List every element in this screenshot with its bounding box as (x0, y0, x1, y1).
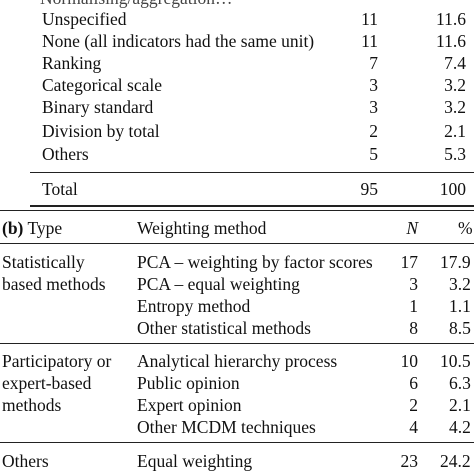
row-pct: 3.2 (444, 75, 466, 95)
method-pct: 2.1 (449, 395, 471, 415)
row-n: 3 (369, 97, 378, 117)
cut-off-header: Normalising/aggregation… (40, 0, 232, 9)
method-n: 1 (409, 296, 418, 316)
method-n: 23 (400, 451, 419, 471)
row-pct: 2.1 (444, 121, 466, 141)
table-b-header-pct: % (458, 218, 473, 238)
row-pct: 7.4 (444, 53, 466, 73)
row-pct: 11.6 (436, 9, 466, 29)
method-label: Public opinion (137, 373, 240, 393)
row-label: Division by total (42, 121, 160, 141)
method-label: Expert opinion (137, 395, 242, 415)
row-label: Unspecified (42, 9, 127, 29)
rule-header-top (0, 210, 474, 211)
row-label: Categorical scale (42, 75, 163, 95)
row-n: 11 (361, 9, 378, 29)
row-label: Binary standard (42, 97, 154, 117)
rule-section-break (30, 205, 474, 207)
method-pct: 1.1 (449, 296, 471, 316)
row-pct: 3.2 (444, 97, 466, 117)
row-label: Ranking (42, 53, 102, 73)
table-b-tag: (b) (2, 218, 24, 238)
row-n: 3 (369, 75, 378, 95)
row-n: 2 (369, 121, 378, 141)
method-label: Equal weighting (137, 451, 253, 471)
row-pct: 11.6 (436, 31, 466, 51)
method-label: Other MCDM techniques (137, 417, 316, 437)
table-b-header-type: (b) Type (2, 217, 62, 239)
method-n: 6 (409, 373, 418, 393)
group-type-line: Statistically (2, 252, 85, 272)
method-n: 4 (409, 417, 418, 437)
method-n: 10 (400, 351, 419, 371)
rule-header-bottom (0, 243, 474, 244)
method-n: 8 (409, 318, 418, 338)
total-label: Total (42, 179, 78, 199)
method-label: PCA – weighting by factor scores (137, 252, 373, 272)
method-pct: 4.2 (449, 417, 471, 437)
method-pct: 3.2 (449, 274, 471, 294)
row-label: Others (42, 144, 89, 164)
table-b-type-label: Type (27, 218, 63, 238)
total-pct: 100 (439, 179, 466, 199)
method-pct: 6.3 (449, 373, 471, 393)
group-type-line: Participatory or (2, 351, 112, 371)
table-b-header-n: N (406, 218, 418, 238)
group-type-line: methods (2, 395, 62, 415)
rule-above-total (30, 172, 474, 173)
method-pct: 8.5 (449, 318, 471, 338)
method-n: 2 (409, 395, 418, 415)
method-n: 3 (409, 274, 418, 294)
method-pct: 24.2 (440, 451, 471, 471)
group-type-line: expert-based (2, 373, 92, 393)
method-pct: 17.9 (440, 252, 471, 272)
method-label: Analytical hierarchy process (137, 351, 338, 371)
method-label: PCA – equal weighting (137, 274, 300, 294)
rule-group-divider (0, 442, 474, 443)
row-label: None (all indicators had the same unit) (42, 31, 315, 51)
row-pct: 5.3 (444, 144, 466, 164)
method-label: Other statistical methods (137, 318, 311, 338)
row-n: 11 (361, 31, 378, 51)
method-label: Entropy method (137, 296, 251, 316)
row-n: 7 (369, 53, 378, 73)
method-n: 17 (400, 252, 419, 272)
group-type-line: based methods (2, 274, 106, 294)
total-n: 95 (360, 179, 379, 199)
rule-group-divider (0, 343, 474, 344)
group-type-line: Others (2, 451, 49, 471)
row-n: 5 (369, 144, 378, 164)
table-b-header-method: Weighting method (137, 218, 267, 238)
method-pct: 10.5 (440, 351, 471, 371)
